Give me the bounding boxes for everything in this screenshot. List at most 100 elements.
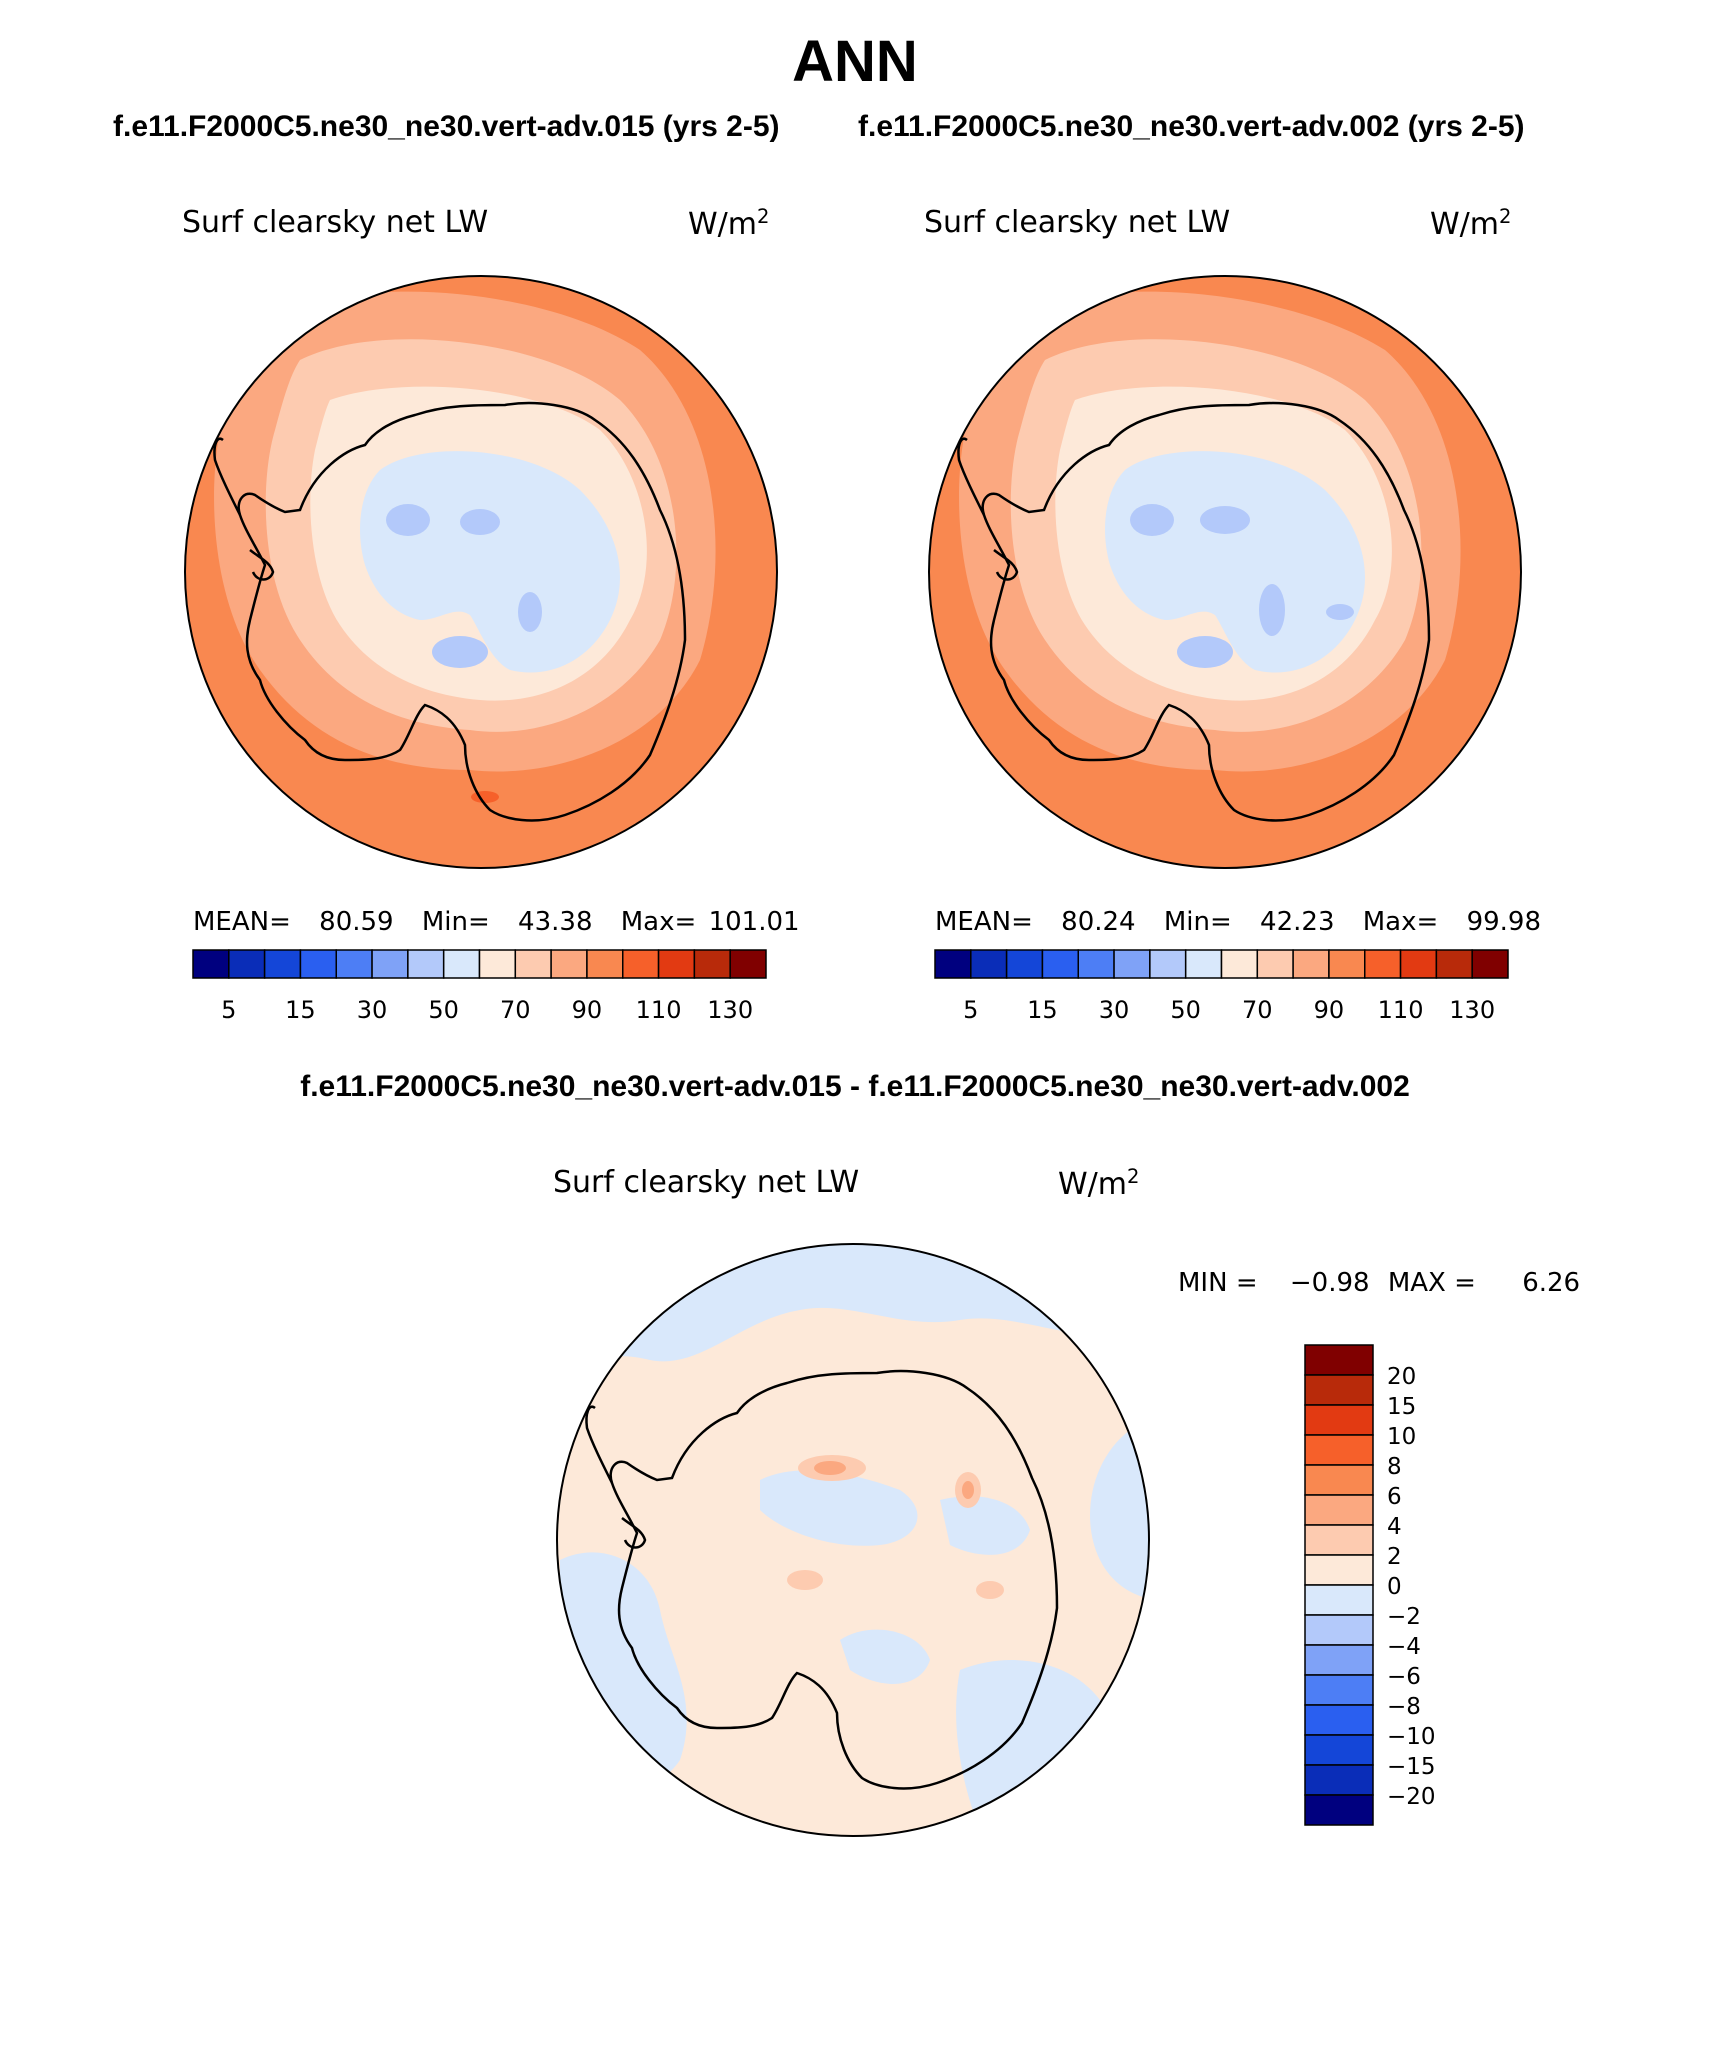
diff-colorbar-tick-label: 10 — [1387, 1424, 1416, 1450]
panel2-case-title: f.e11.F2000C5.ne30_ne30.vert-adv.002 (yr… — [858, 110, 1525, 143]
panel2-max: 99.98 — [1466, 907, 1541, 937]
diff-colorbar-swatch — [1304, 1704, 1374, 1736]
panel2-colorbar-swatch — [1005, 949, 1044, 979]
diff-colorbar-swatch — [1304, 1404, 1374, 1436]
diff-colorbar-swatch — [1304, 1614, 1374, 1646]
panel1-interior — [360, 451, 620, 673]
panel1-hot-spot — [471, 791, 499, 803]
panel1-colorbar-swatch — [192, 949, 230, 979]
panel2-colorbar-swatch — [1149, 949, 1187, 979]
panel2-low-region-e — [1177, 636, 1233, 668]
panel1-colorbar-swatch — [442, 949, 481, 979]
diff-pos-c — [787, 1570, 823, 1590]
panel1-colorbar-swatch — [263, 949, 302, 979]
diff-colorbar-tick-label: −8 — [1387, 1694, 1421, 1720]
panel1-colorbar-tick-label: 90 — [572, 996, 603, 1024]
diff-colorbar-tick-label: −4 — [1387, 1634, 1421, 1660]
diff-min-label: MIN = — [1178, 1268, 1258, 1298]
panel1-low-region-c — [518, 592, 542, 632]
panel1-low-region-d — [432, 636, 488, 668]
diff-max-label: MAX = — [1387, 1268, 1476, 1298]
panel1-min: 43.38 — [518, 907, 593, 937]
diff-min: −0.98 — [1289, 1268, 1370, 1298]
panel2-colorbar-tick-label: 50 — [1170, 996, 1201, 1024]
panel2-colorbar-swatch — [1399, 949, 1438, 979]
diff-variable-label: Surf clearsky net LW — [553, 1165, 860, 1200]
panel2-low-region-b — [1200, 506, 1250, 534]
diff-colorbar-swatch — [1304, 1434, 1374, 1466]
diff-neg-interior-c — [840, 1629, 930, 1684]
panel1-variable-label: Surf clearsky net LW — [182, 205, 489, 240]
panel2-min: 42.23 — [1260, 907, 1335, 937]
diff-map-border — [556, 1243, 1150, 1837]
panel2-max-label: Max= — [1362, 907, 1439, 937]
panel1-colorbar-tick-label: 110 — [636, 996, 682, 1024]
diff-colorbar-tick-label: 2 — [1387, 1544, 1402, 1570]
panel2-colorbar-swatch — [1113, 949, 1151, 979]
panel2-colorbar-swatch — [1471, 949, 1509, 979]
panel2-colorbar-swatch — [1435, 949, 1473, 979]
panel2-min-label: Min= — [1163, 907, 1232, 937]
panel2-colorbar-tick-label: 130 — [1449, 996, 1495, 1024]
diff-colorbar-tick-label: 8 — [1387, 1454, 1402, 1480]
diff-max: 6.26 — [1522, 1268, 1581, 1298]
panel2-stats: MEAN= 80.24 Min= 42.23 Max= 99.98 — [935, 907, 1541, 937]
diff-colorbar-tick-label: 6 — [1387, 1484, 1402, 1510]
diff-colorbar-swatch — [1304, 1764, 1374, 1796]
panel2-mean: 80.24 — [1061, 907, 1136, 937]
panel2-units: W/m2 — [1430, 205, 1512, 242]
diff-colorbar-swatch — [1304, 1464, 1374, 1496]
diff-neg-interior-b — [940, 1496, 1030, 1555]
panel2-colorbar-tick-label: 15 — [1027, 996, 1058, 1024]
panel2-low-region-d — [1326, 604, 1354, 620]
diff-pos-d — [976, 1581, 1004, 1599]
diff-colorbar-swatch — [1304, 1344, 1374, 1376]
panel2-colorbar: 5 15 30 50 70 90 110 130 — [934, 949, 1509, 1024]
panel1-mean-label: MEAN= — [193, 907, 291, 937]
panel2-colorbar-swatch — [1364, 949, 1402, 979]
panel1-colorbar-tick-label: 70 — [500, 996, 531, 1024]
panel1-colorbar-swatch — [299, 949, 337, 979]
panel2-colorbar-swatch — [970, 949, 1008, 979]
panel2-colorbar-swatch — [1292, 949, 1330, 979]
diff-colorbar-swatch — [1304, 1644, 1374, 1676]
panel1-units: W/m2 — [688, 205, 770, 242]
panel2-colorbar-swatch — [1184, 949, 1223, 979]
panel2-colorbar-tick-label: 30 — [1099, 996, 1130, 1024]
panel2-low-region-c — [1259, 584, 1285, 636]
panel1-colorbar: 5 15 30 50 70 90 110 130 — [192, 949, 767, 1024]
diff-colorbar-tick-label: −15 — [1387, 1754, 1436, 1780]
panel1-colorbar-swatch — [586, 949, 624, 979]
diff-colorbar-swatch — [1304, 1494, 1374, 1526]
panel1-colorbar-swatch — [478, 949, 517, 979]
diff-colorbar-swatch — [1304, 1674, 1374, 1706]
panel1-colorbar-tick-label: 130 — [707, 996, 753, 1024]
diff-colorbar-swatch — [1304, 1734, 1374, 1766]
panel1-colorbar-swatch — [657, 949, 696, 979]
diff-colorbar-swatch — [1304, 1794, 1374, 1826]
panel1-mean: 80.59 — [319, 907, 394, 937]
panel1-map — [185, 276, 777, 868]
panel2-map-border — [928, 275, 1522, 869]
panel2-colorbar-tick-label: 70 — [1242, 996, 1273, 1024]
diff-colorbar-tick-label: −2 — [1387, 1604, 1421, 1630]
panel1-colorbar-tick-label: 5 — [221, 996, 236, 1024]
panel2-colorbar-swatch — [1041, 949, 1079, 979]
diff-colorbar-swatch — [1304, 1524, 1374, 1556]
diff-colorbar-tick-label: −6 — [1387, 1664, 1421, 1690]
panel1-colorbar-swatch — [335, 949, 373, 979]
diff-colorbar-tick-label: −10 — [1387, 1724, 1436, 1750]
panel1-colorbar-swatch — [693, 949, 731, 979]
diff-neg-interior-a — [760, 1470, 918, 1546]
panel2-colorbar-swatch — [1256, 949, 1294, 979]
panel1-colorbar-swatch — [228, 949, 266, 979]
main-title: ANN — [792, 29, 918, 94]
diff-stats: MIN = −0.98 MAX = 6.26 — [1178, 1268, 1580, 1298]
diff-colorbar-tick-label: −20 — [1387, 1784, 1436, 1810]
diff-colorbar-tick-label: 15 — [1387, 1394, 1416, 1420]
panel1-colorbar-swatch — [514, 949, 552, 979]
panel2-interior — [1105, 451, 1365, 673]
panel1-colorbar-swatch — [729, 949, 767, 979]
diff-colorbar-swatch — [1304, 1374, 1374, 1406]
